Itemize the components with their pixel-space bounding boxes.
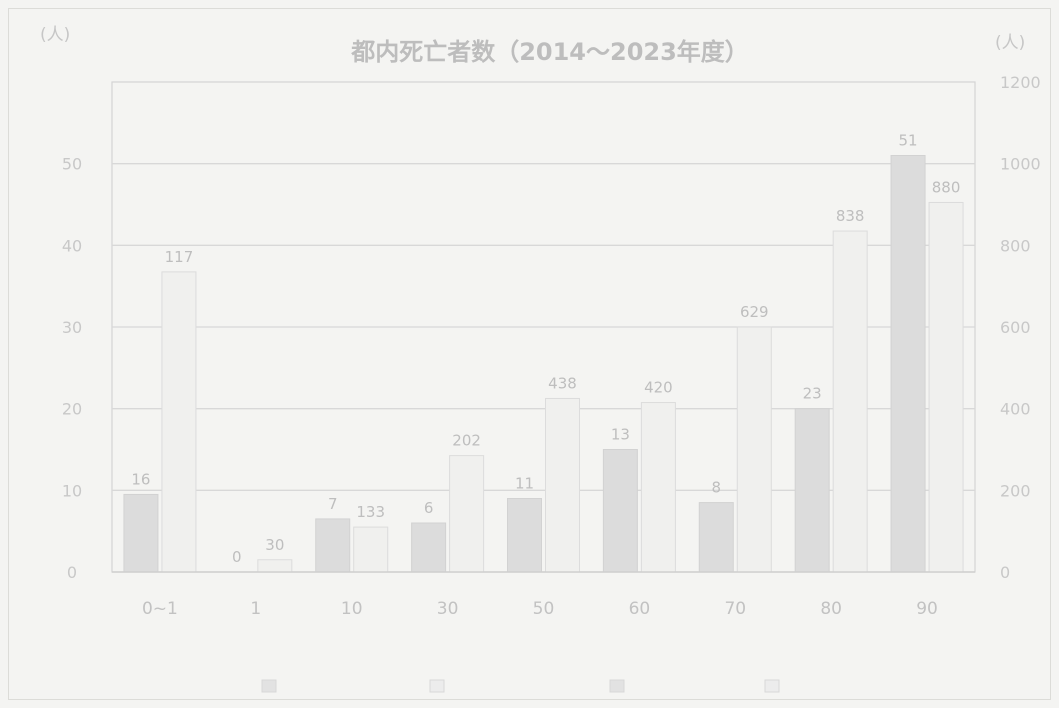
data-label-series-2: 629 bbox=[740, 303, 769, 321]
legend-swatch bbox=[764, 679, 780, 693]
data-label-series-2: 30 bbox=[265, 536, 284, 554]
data-label-series-2: 838 bbox=[836, 207, 865, 225]
bar-series-1 bbox=[602, 449, 638, 573]
legend-swatch bbox=[261, 679, 277, 693]
bar-series-2 bbox=[353, 526, 389, 573]
data-label-series-1: 13 bbox=[611, 426, 630, 444]
bar-series-2 bbox=[736, 326, 772, 573]
bar-series-2 bbox=[928, 201, 964, 573]
data-label-series-1: 6 bbox=[424, 499, 434, 517]
data-label-series-1: 16 bbox=[131, 470, 150, 488]
bar-series-2 bbox=[832, 230, 868, 573]
label-layer: 16 117 0 30 7 133 6 202 11 438 13 420 8 629 23 838 51 880 bbox=[131, 132, 960, 567]
y-right-tick-label: 200 bbox=[1000, 481, 1031, 500]
left-axis-unit: (人) bbox=[40, 25, 70, 45]
data-label-series-2: 438 bbox=[548, 374, 577, 392]
y-left-tick-label: 10 bbox=[62, 481, 82, 500]
x-category-label: 1 bbox=[250, 599, 261, 619]
bar-series-1 bbox=[794, 408, 830, 573]
data-label-series-2: 133 bbox=[356, 503, 385, 521]
y-right-tick-label: 1000 bbox=[1000, 155, 1041, 174]
x-category-label: 70 bbox=[724, 599, 746, 619]
y-left-tick-label: 20 bbox=[62, 400, 82, 419]
data-label-series-1: 51 bbox=[899, 132, 918, 150]
x-category-label: 90 bbox=[916, 599, 938, 619]
y-right-tick-label: 600 bbox=[1000, 318, 1031, 337]
data-label-series-1: 0 bbox=[232, 548, 242, 566]
y-right-tick-label: 800 bbox=[1000, 236, 1031, 255]
x-category-label: 80 bbox=[820, 599, 842, 619]
bar-series-2 bbox=[257, 559, 293, 573]
y-left-tick-label: 40 bbox=[62, 236, 82, 255]
data-label-series-1: 23 bbox=[803, 385, 822, 403]
x-category-label: 30 bbox=[437, 599, 459, 619]
bar-series-1 bbox=[698, 502, 734, 573]
bar-series-1 bbox=[315, 518, 351, 573]
data-label-series-1: 11 bbox=[515, 475, 534, 493]
x-category-label: 50 bbox=[533, 599, 555, 619]
legend-layer bbox=[261, 679, 780, 693]
bar-series-2 bbox=[161, 271, 197, 573]
bar-series-1 bbox=[123, 493, 159, 573]
legend-swatch bbox=[429, 679, 445, 693]
bar-series-1 bbox=[507, 498, 542, 573]
data-label-series-1: 7 bbox=[328, 495, 338, 513]
data-label-series-2: 202 bbox=[452, 432, 481, 450]
x-category-label: 0~1 bbox=[142, 599, 178, 619]
data-label-series-2: 880 bbox=[932, 178, 961, 196]
y-left-tick-label: 0 bbox=[67, 563, 77, 582]
y-right-tick-label: 400 bbox=[1000, 400, 1031, 419]
y-left-tick-label: 30 bbox=[62, 318, 82, 337]
y-right-tick-label: 1200 bbox=[1000, 73, 1041, 92]
data-label-series-2: 117 bbox=[165, 248, 194, 266]
legend-swatch bbox=[609, 679, 625, 693]
y-right-tick-label: 0 bbox=[1000, 563, 1010, 582]
bar-series-1 bbox=[411, 522, 447, 573]
bar-layer bbox=[123, 155, 964, 573]
bar-series-2 bbox=[640, 402, 676, 573]
bar-series-2 bbox=[449, 455, 485, 573]
y-left-tick-label: 50 bbox=[62, 155, 82, 174]
bar-series-2 bbox=[545, 397, 580, 573]
data-label-series-1: 8 bbox=[712, 479, 722, 497]
right-axis-unit: (人) bbox=[995, 33, 1025, 53]
data-label-series-2: 420 bbox=[644, 379, 673, 397]
bar-series-1 bbox=[890, 155, 926, 573]
x-category-label: 60 bbox=[629, 599, 651, 619]
chart-frame bbox=[8, 8, 1051, 700]
chart-title: 都内死亡者数（2014〜2023年度） bbox=[350, 38, 749, 66]
x-category-label: 10 bbox=[341, 599, 363, 619]
